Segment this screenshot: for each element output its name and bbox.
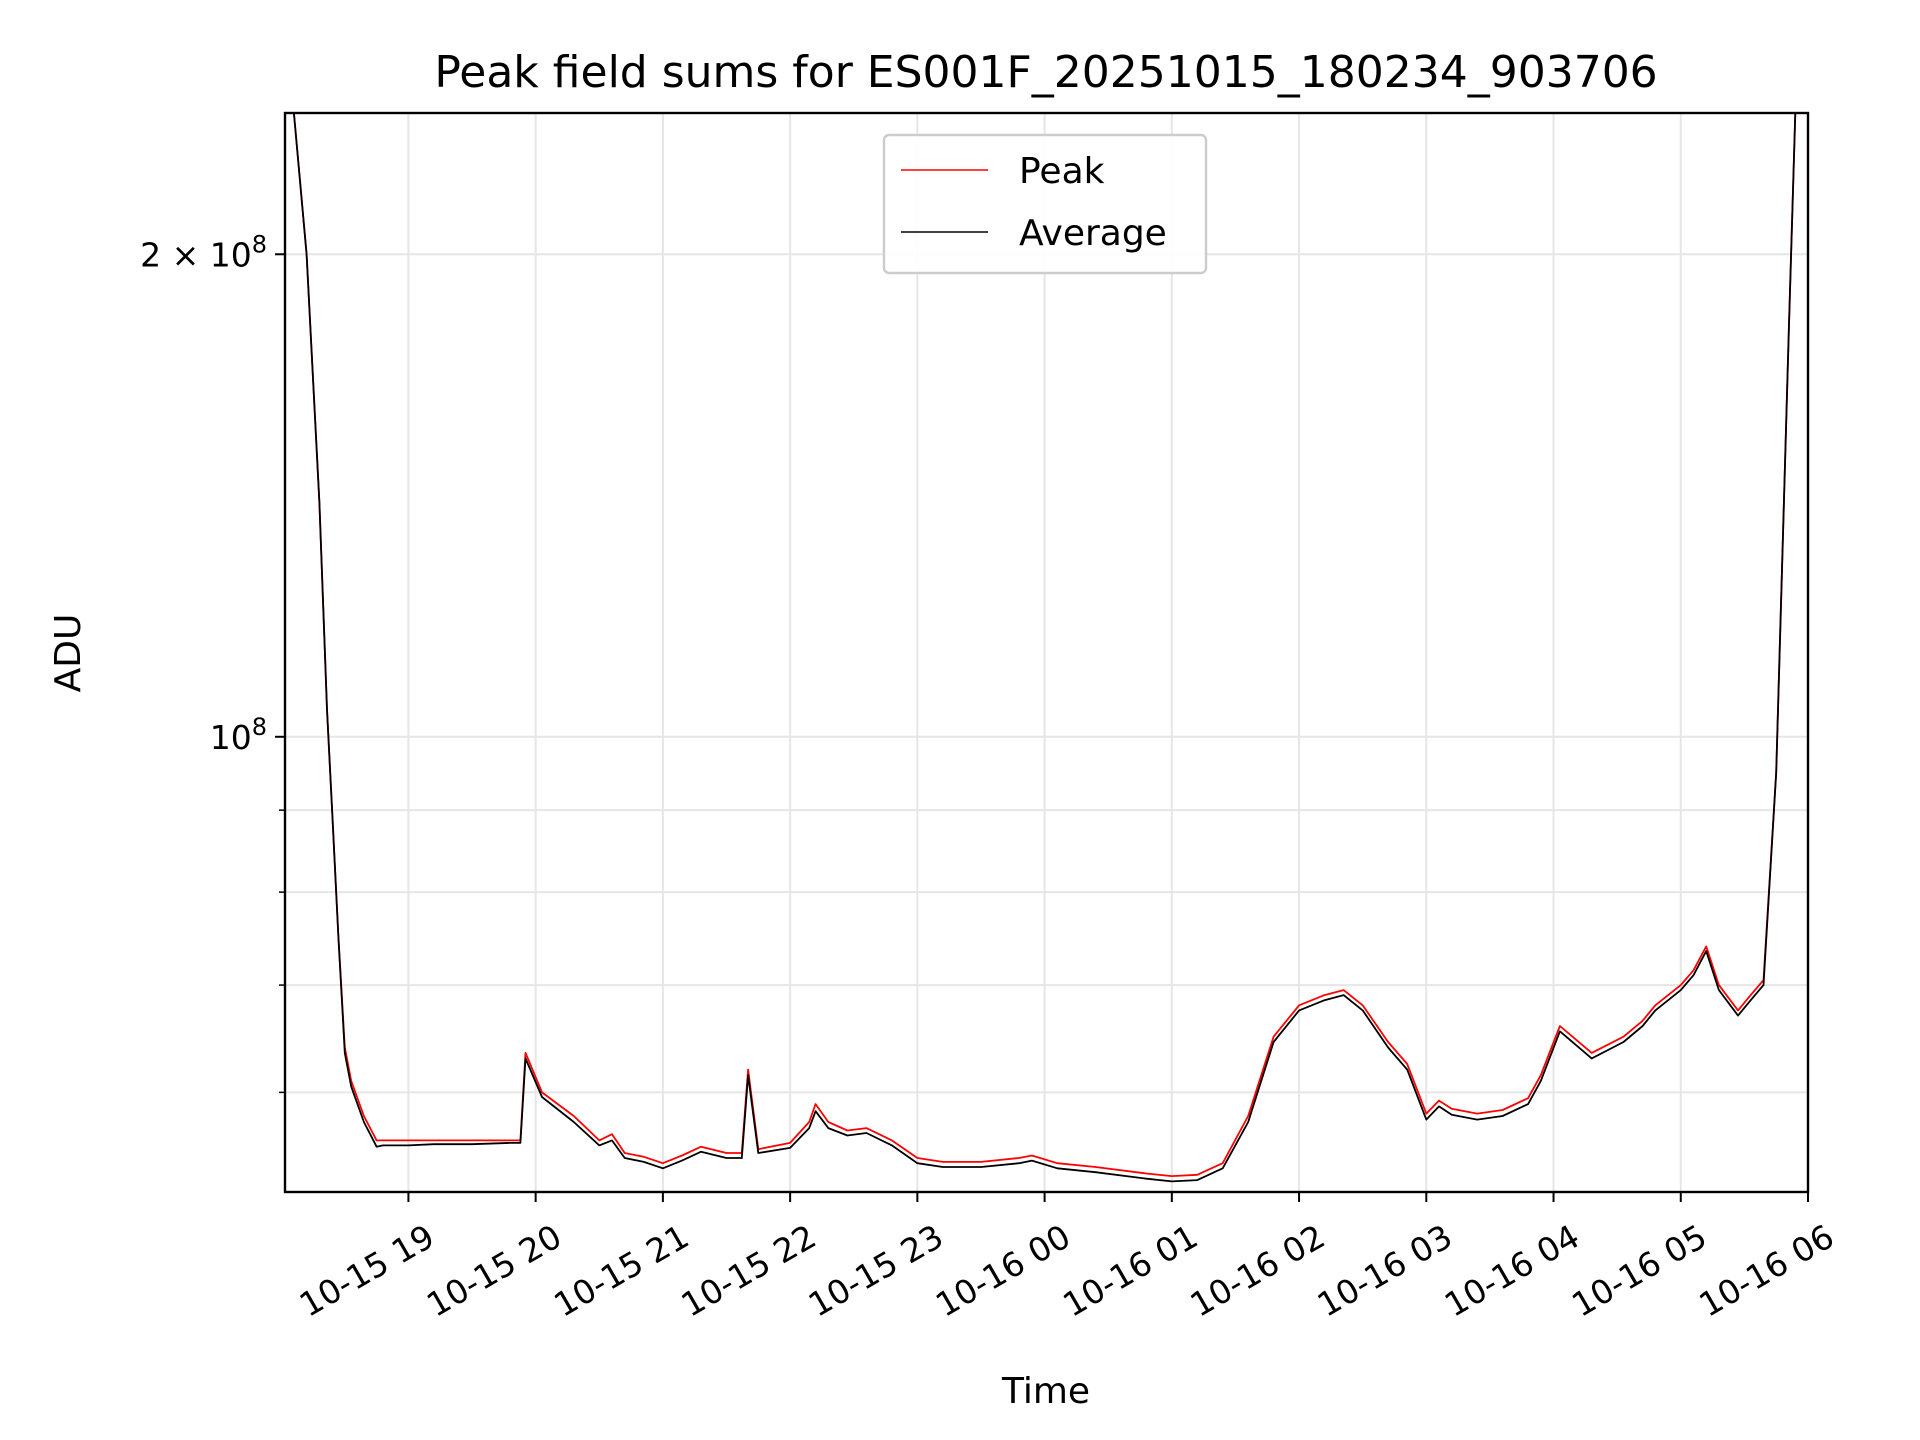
grid xyxy=(285,113,1809,1192)
legend: Peak Average xyxy=(882,133,1208,275)
y-tick-base: 10 xyxy=(210,718,252,757)
y-tick-exponent: 8 xyxy=(252,713,267,741)
series-peak xyxy=(293,113,1797,1177)
legend-peak-label: Peak xyxy=(1019,151,1105,192)
y-axis-label: ADU xyxy=(48,614,89,693)
plot-frame xyxy=(283,111,1810,1194)
legend-average-label: Average xyxy=(1019,213,1167,254)
series-average xyxy=(293,113,1797,1183)
chart-title: Peak field sums for ES001F_20251015_1802… xyxy=(434,47,1657,98)
series-line-average xyxy=(293,113,1797,1183)
y-tick-label: 108 xyxy=(210,713,267,757)
y-tick-label: 2 × 108 xyxy=(140,230,267,274)
y-tick-exponent: 8 xyxy=(252,230,267,258)
y-tick-base: 2 × 10 xyxy=(140,235,252,274)
x-axis-label: Time xyxy=(1001,1371,1090,1412)
series-line-peak xyxy=(293,113,1797,1177)
